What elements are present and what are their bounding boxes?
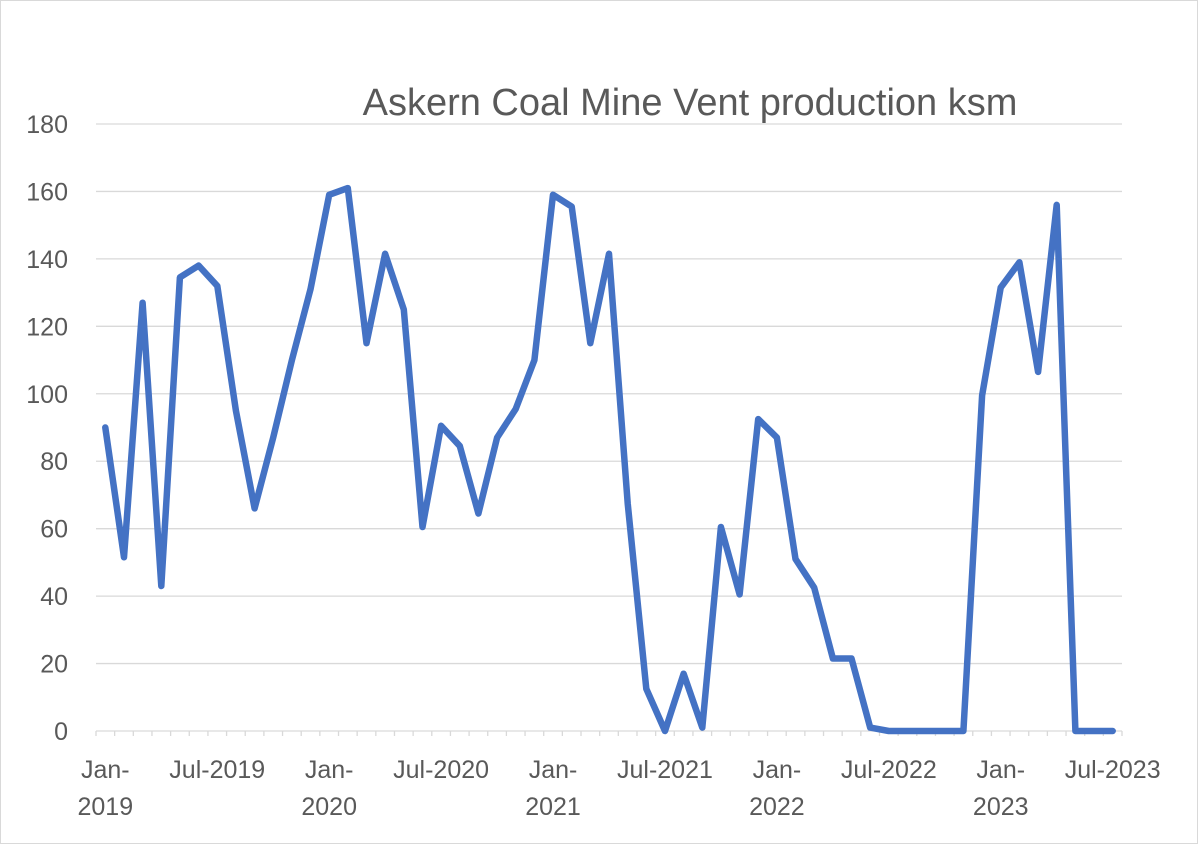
y-axis-ticks: 0 20 40 60 80 100 120 140 160 180 <box>26 111 68 746</box>
x-tick-label: Jul-2022 <box>841 756 937 784</box>
x-tick-label: Jan- <box>81 756 130 784</box>
x-tick-label-year: 2019 <box>78 793 134 821</box>
x-tick-label-year: 2021 <box>525 793 581 821</box>
y-tick-label: 120 <box>26 313 68 341</box>
x-tick-label: Jul-2020 <box>393 756 489 784</box>
series-line <box>102 184 1116 735</box>
x-tick-label: Jul-2021 <box>617 756 713 784</box>
y-tick-label: 160 <box>26 178 68 206</box>
y-tick-label: 20 <box>40 651 68 679</box>
chart-title: Askern Coal Mine Vent production ksm <box>363 82 1018 124</box>
y-tick-label: 0 <box>54 718 68 746</box>
x-tick-label-year: 2023 <box>973 793 1029 821</box>
x-tick-label-year: 2020 <box>301 793 357 821</box>
x-tick-label: Jan- <box>529 756 578 784</box>
x-tick-label: Jul-2019 <box>169 756 265 784</box>
y-tick-label: 140 <box>26 246 68 274</box>
y-tick-label: 180 <box>26 111 68 139</box>
y-tick-label: 60 <box>40 516 68 544</box>
x-tick-label: Jan- <box>976 756 1025 784</box>
series-layer <box>102 184 1116 735</box>
x-tick-label: Jan- <box>305 756 354 784</box>
x-tick-label: Jan- <box>753 756 802 784</box>
y-tick-label: 40 <box>40 583 68 611</box>
x-tick-label-year: 2022 <box>749 793 805 821</box>
y-tick-label: 100 <box>26 381 68 409</box>
x-axis-ticks: Jan- 2019 Jul-2019 Jan- 2020 Jul-2020 Jan- 2021… <box>78 756 1161 821</box>
y-tick-label: 80 <box>40 448 68 476</box>
x-tick-label: Jul-2023 <box>1065 756 1161 784</box>
